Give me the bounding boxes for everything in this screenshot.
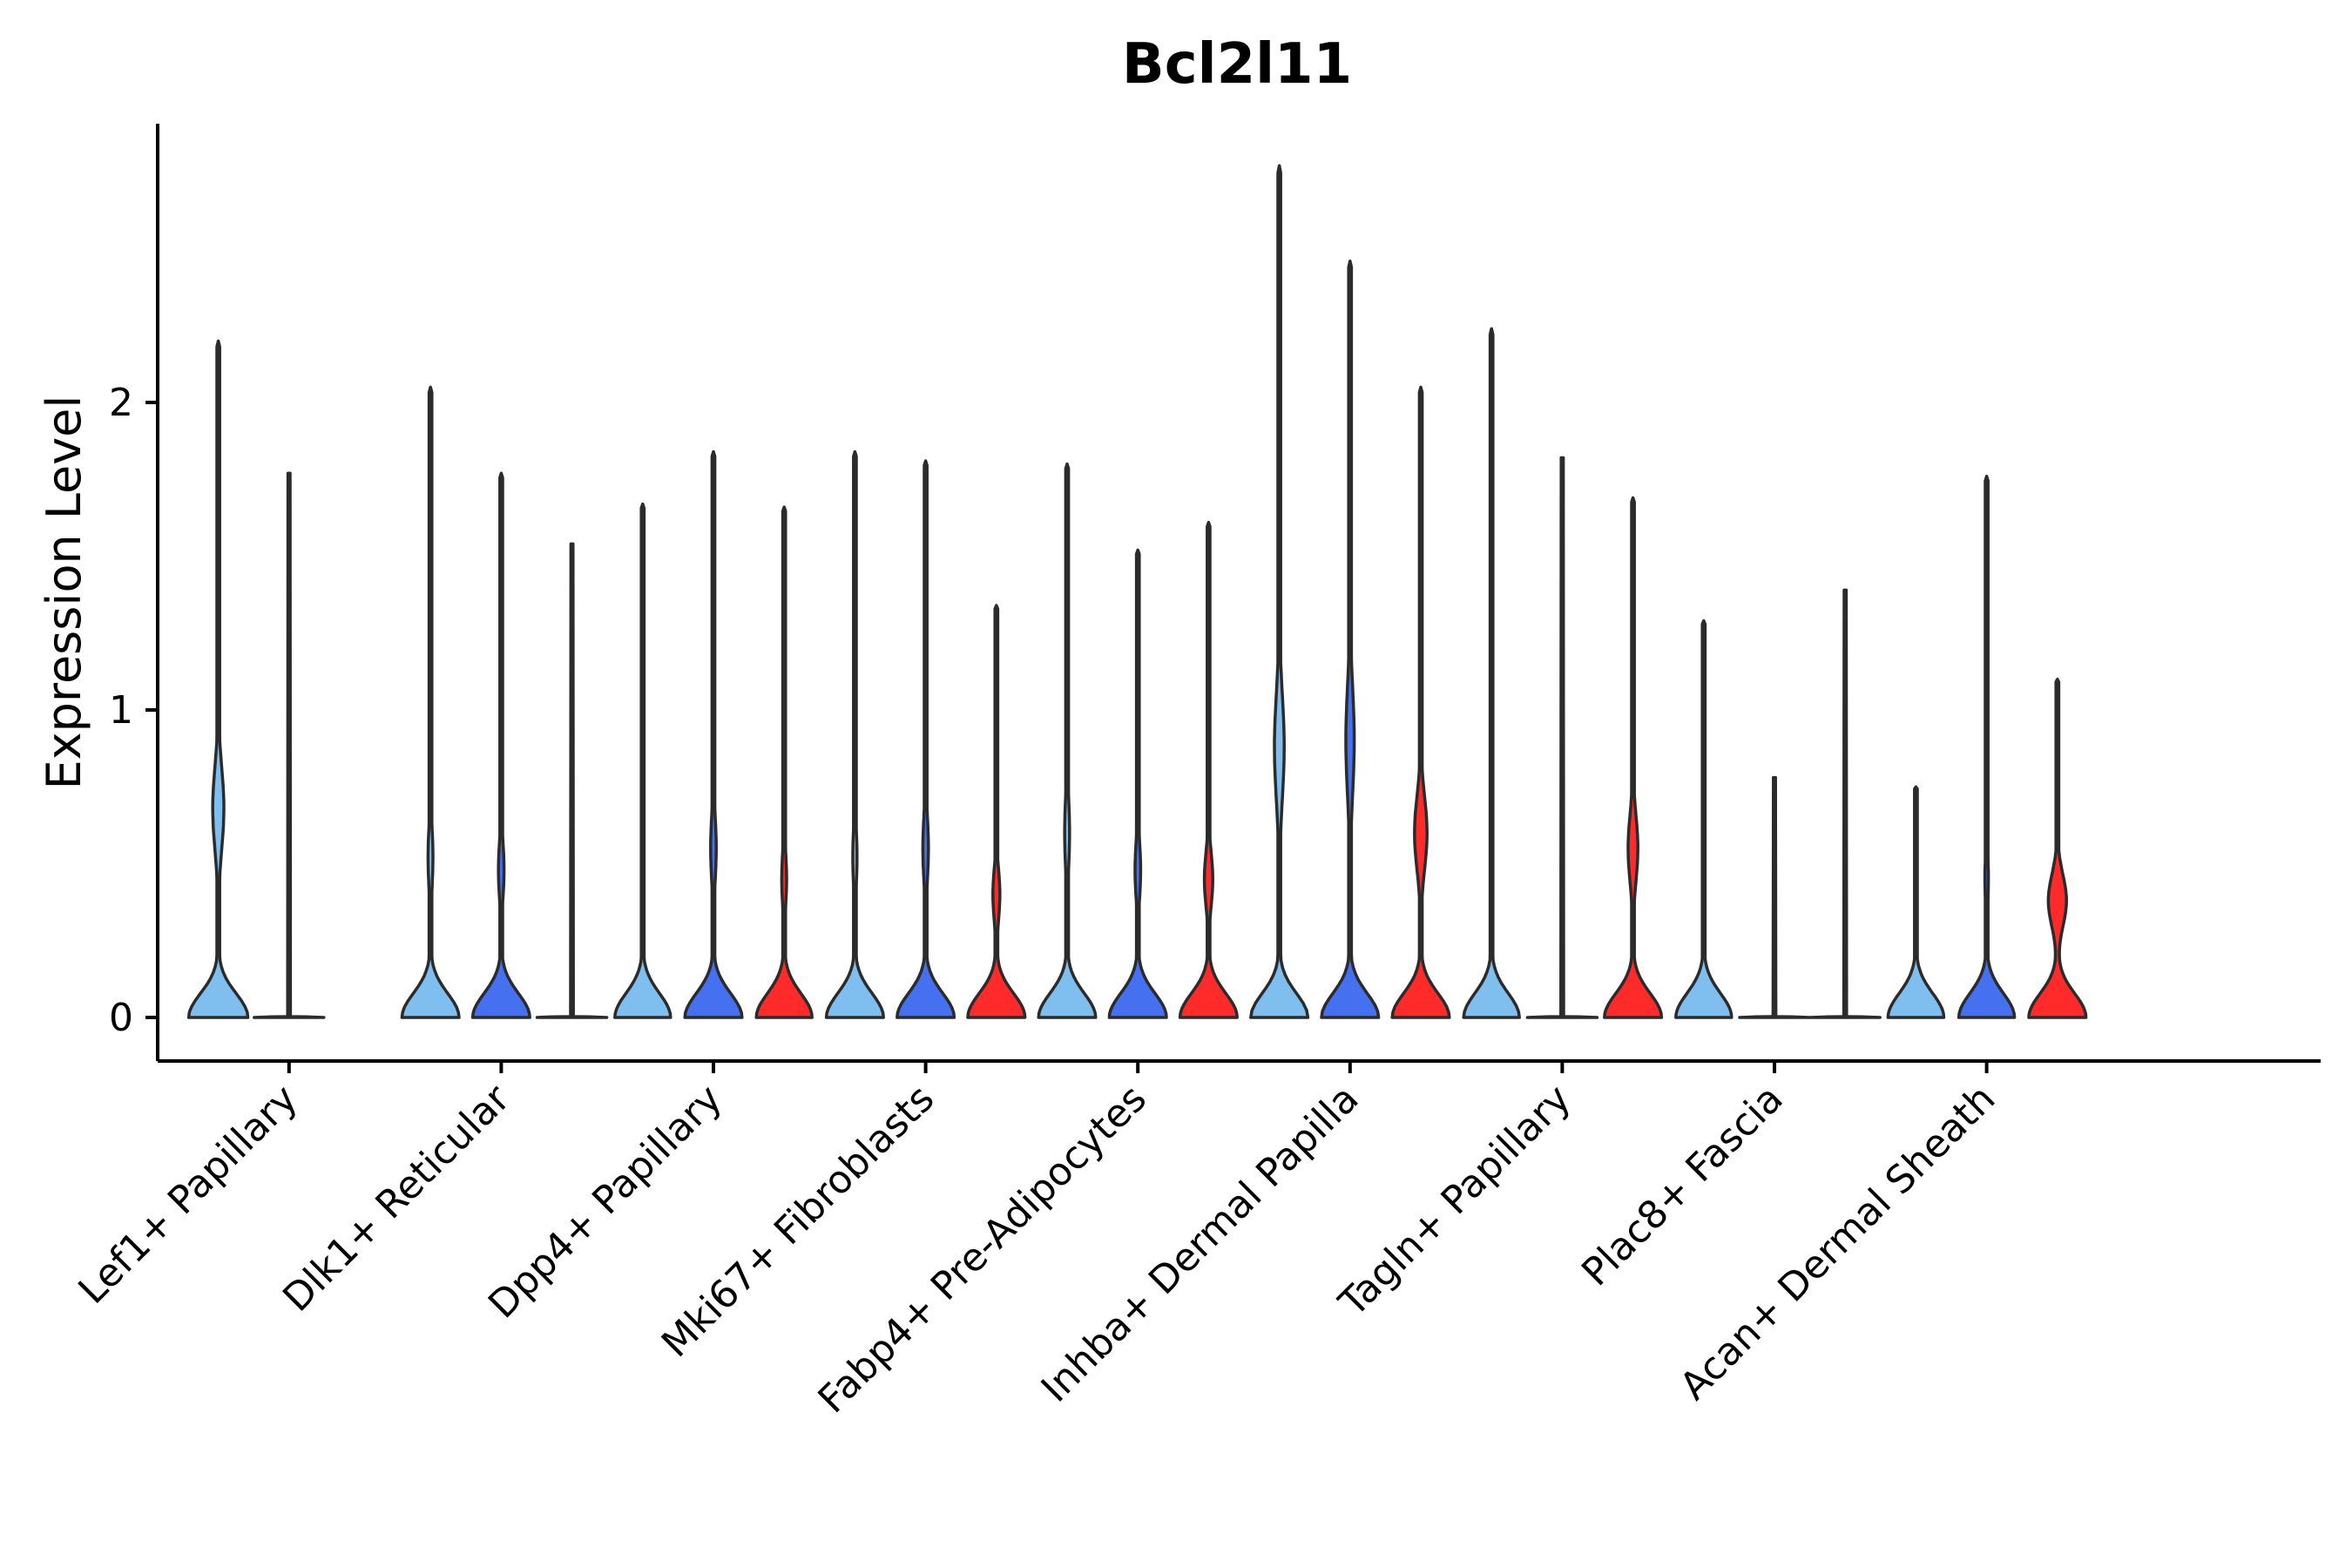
axes bbox=[156, 124, 2321, 1063]
violin-2 bbox=[1107, 548, 1168, 1019]
y-tick-label: 0 bbox=[109, 996, 133, 1040]
violin-1 bbox=[1249, 164, 1310, 1019]
violin-1 bbox=[400, 385, 461, 1019]
violin-2 bbox=[470, 471, 531, 1019]
y-ticks: 0 1 2 bbox=[109, 381, 158, 1040]
y-axis-label: Expression Level bbox=[37, 395, 91, 790]
y-tick-label: 1 bbox=[109, 688, 133, 733]
violin-1 bbox=[824, 449, 885, 1019]
violin-3 bbox=[2027, 677, 2088, 1019]
violin-3 bbox=[754, 505, 814, 1019]
violin-3 bbox=[966, 604, 1027, 1019]
violin-3 bbox=[535, 542, 609, 1019]
violin-3 bbox=[1808, 588, 1882, 1019]
violin-3 bbox=[1390, 385, 1451, 1019]
violin-2 bbox=[896, 459, 956, 1019]
violin-1 bbox=[1674, 618, 1734, 1019]
violin-1 bbox=[1462, 327, 1521, 1019]
violin-1 bbox=[1037, 462, 1098, 1019]
violin-3 bbox=[1178, 520, 1239, 1019]
violin-2 bbox=[253, 471, 326, 1019]
violin-1 bbox=[613, 502, 672, 1019]
violin-2 bbox=[1525, 456, 1599, 1019]
y-tick-label: 2 bbox=[109, 381, 133, 425]
violin-2 bbox=[683, 449, 744, 1019]
violin-3 bbox=[1603, 496, 1664, 1019]
violin-group bbox=[186, 164, 2088, 1019]
violin-2 bbox=[1957, 474, 2017, 1019]
chart-title: Bcl2l11 bbox=[1122, 32, 1352, 97]
violin-1 bbox=[186, 339, 250, 1019]
violin-1 bbox=[1886, 785, 1946, 1019]
violin-2 bbox=[1320, 259, 1381, 1019]
